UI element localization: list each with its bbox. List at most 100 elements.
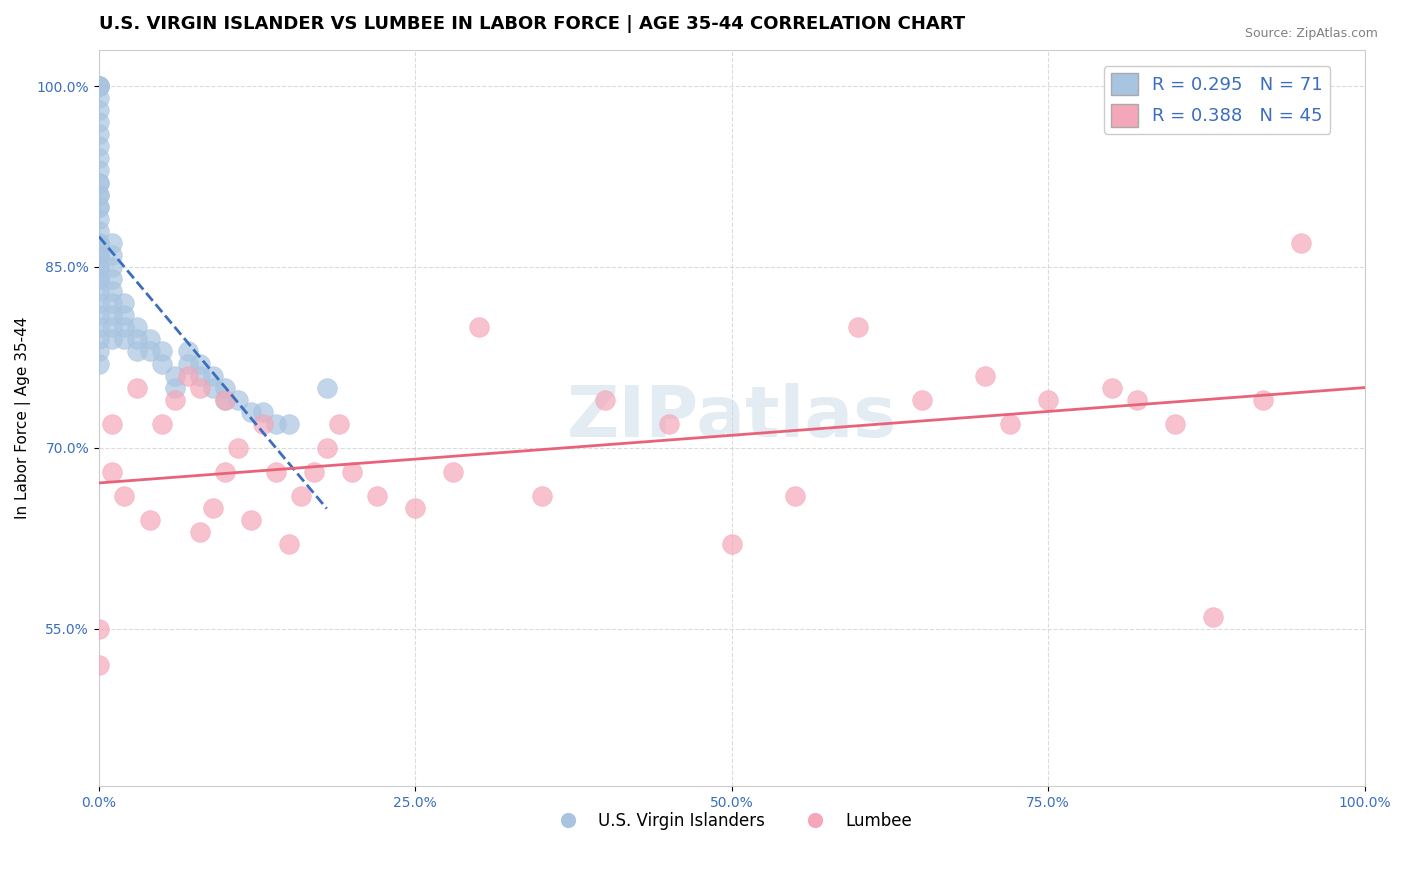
Point: [277, 417, 299, 431]
Point: [911, 392, 934, 407]
Point: [163, 368, 186, 383]
Point: [1038, 392, 1060, 407]
Point: [100, 332, 122, 346]
Point: [100, 308, 122, 322]
Point: [176, 357, 198, 371]
Point: [138, 332, 160, 346]
Point: [188, 368, 211, 383]
Point: [366, 489, 388, 503]
Point: [87, 78, 110, 93]
Point: [87, 622, 110, 636]
Point: [530, 489, 553, 503]
Point: [87, 296, 110, 310]
Point: [87, 260, 110, 274]
Point: [87, 272, 110, 286]
Point: [87, 357, 110, 371]
Point: [252, 405, 274, 419]
Point: [100, 260, 122, 274]
Point: [87, 176, 110, 190]
Point: [328, 417, 350, 431]
Point: [201, 501, 224, 516]
Point: [214, 381, 236, 395]
Point: [315, 441, 337, 455]
Point: [150, 357, 173, 371]
Point: [214, 465, 236, 479]
Point: [252, 417, 274, 431]
Point: [87, 78, 110, 93]
Text: U.S. VIRGIN ISLANDER VS LUMBEE IN LABOR FORCE | AGE 35-44 CORRELATION CHART: U.S. VIRGIN ISLANDER VS LUMBEE IN LABOR …: [98, 15, 965, 33]
Point: [201, 368, 224, 383]
Point: [125, 381, 148, 395]
Point: [87, 163, 110, 178]
Point: [100, 235, 122, 250]
Text: ZIPatlas: ZIPatlas: [567, 384, 897, 452]
Point: [87, 128, 110, 142]
Point: [100, 296, 122, 310]
Point: [87, 91, 110, 105]
Point: [277, 537, 299, 551]
Point: [87, 187, 110, 202]
Point: [150, 344, 173, 359]
Text: Source: ZipAtlas.com: Source: ZipAtlas.com: [1244, 27, 1378, 40]
Point: [112, 308, 135, 322]
Point: [720, 537, 742, 551]
Point: [290, 489, 312, 503]
Point: [112, 489, 135, 503]
Point: [226, 441, 249, 455]
Point: [441, 465, 464, 479]
Point: [100, 320, 122, 334]
Point: [125, 320, 148, 334]
Point: [783, 489, 806, 503]
Point: [125, 344, 148, 359]
Point: [467, 320, 489, 334]
Point: [100, 284, 122, 298]
Y-axis label: In Labor Force | Age 35-44: In Labor Force | Age 35-44: [15, 317, 31, 519]
Point: [100, 272, 122, 286]
Point: [87, 248, 110, 262]
Point: [87, 235, 110, 250]
Point: [302, 465, 325, 479]
Point: [87, 139, 110, 153]
Point: [315, 381, 337, 395]
Point: [1202, 610, 1225, 624]
Point: [87, 78, 110, 93]
Legend: U.S. Virgin Islanders, Lumbee: U.S. Virgin Islanders, Lumbee: [546, 805, 918, 837]
Point: [87, 200, 110, 214]
Point: [87, 235, 110, 250]
Point: [87, 78, 110, 93]
Point: [138, 513, 160, 527]
Point: [87, 103, 110, 117]
Point: [87, 187, 110, 202]
Point: [87, 320, 110, 334]
Point: [100, 465, 122, 479]
Point: [1164, 417, 1187, 431]
Point: [264, 465, 287, 479]
Point: [87, 272, 110, 286]
Point: [188, 357, 211, 371]
Point: [974, 368, 997, 383]
Point: [100, 248, 122, 262]
Point: [657, 417, 679, 431]
Point: [150, 417, 173, 431]
Point: [87, 78, 110, 93]
Point: [1126, 392, 1149, 407]
Point: [188, 381, 211, 395]
Point: [87, 248, 110, 262]
Point: [87, 115, 110, 129]
Point: [87, 344, 110, 359]
Point: [264, 417, 287, 431]
Point: [87, 308, 110, 322]
Point: [87, 211, 110, 226]
Point: [188, 525, 211, 540]
Point: [593, 392, 616, 407]
Point: [176, 368, 198, 383]
Point: [87, 332, 110, 346]
Point: [201, 381, 224, 395]
Point: [214, 392, 236, 407]
Point: [1101, 381, 1123, 395]
Point: [87, 224, 110, 238]
Point: [340, 465, 363, 479]
Point: [138, 344, 160, 359]
Point: [1291, 235, 1313, 250]
Point: [226, 392, 249, 407]
